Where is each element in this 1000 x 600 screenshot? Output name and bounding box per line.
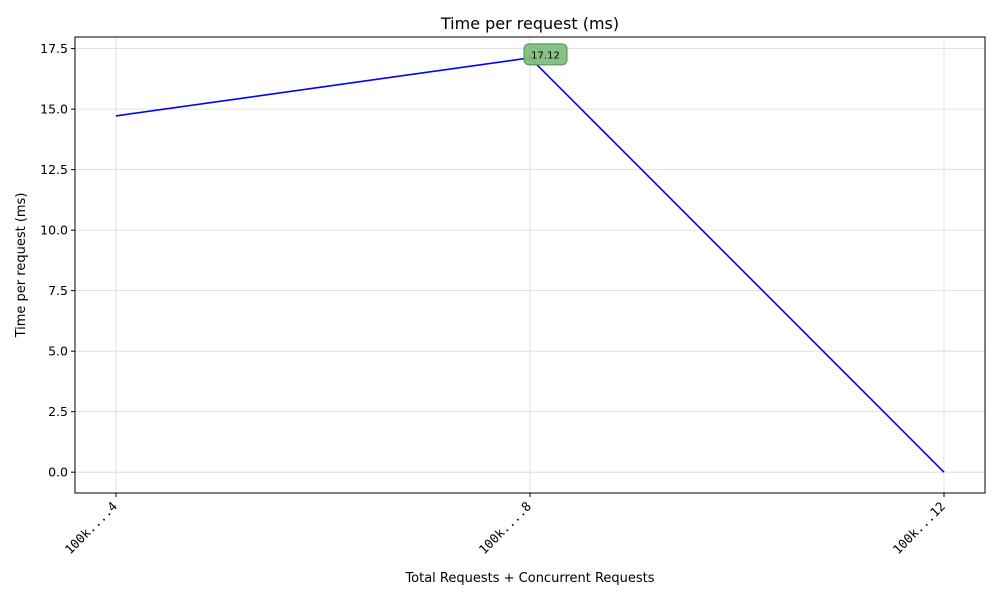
y-tick-label: 7.5	[48, 283, 68, 298]
y-tick-label: 12.5	[40, 162, 68, 177]
y-axis-label: Time per request (ms)	[14, 193, 29, 339]
y-tick-label: 17.5	[40, 41, 68, 56]
annotation-label: 17.12	[531, 50, 560, 61]
y-tick-label: 2.5	[48, 404, 68, 419]
chart-title: Time per request (ms)	[440, 14, 619, 33]
y-tick-label: 0.0	[48, 465, 68, 480]
y-ticks: 0.0 2.5 5.0 7.5 10.0 12.5 15.0 17.5	[40, 41, 75, 480]
y-tick-label: 15.0	[40, 102, 68, 117]
grid	[75, 37, 985, 493]
annotation-box	[523, 43, 568, 66]
x-axis-label: Total Requests + Concurrent Requests	[404, 571, 654, 586]
y-tick-label: 5.0	[48, 344, 68, 359]
y-tick-label: 10.0	[40, 223, 68, 238]
annotation-layer: 17.12	[523, 43, 568, 66]
